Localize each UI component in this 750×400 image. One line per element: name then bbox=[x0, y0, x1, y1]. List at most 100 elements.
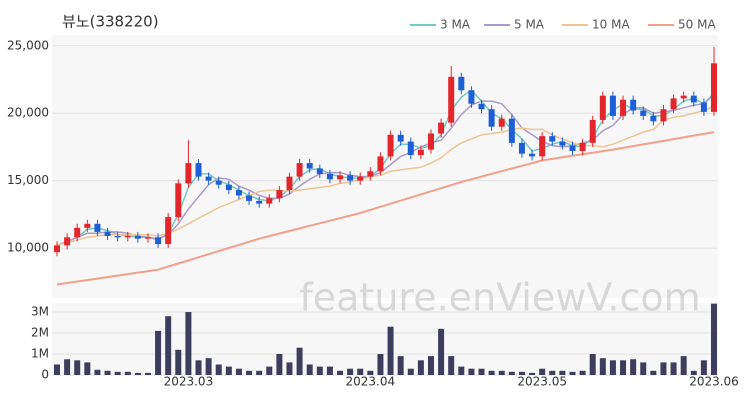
volume-bar bbox=[549, 370, 556, 375]
candle-body bbox=[407, 141, 414, 156]
candle-body bbox=[650, 115, 657, 122]
candle-body bbox=[326, 173, 333, 180]
volume-bar bbox=[175, 349, 182, 375]
x-tick-label: 2023.03 bbox=[164, 375, 214, 389]
candle-body bbox=[660, 109, 667, 122]
y-tick-label: 20,000 bbox=[7, 106, 49, 120]
candle-body bbox=[458, 76, 465, 91]
watermark: feature.enViewV.com bbox=[299, 276, 700, 320]
volume-bar bbox=[700, 360, 707, 375]
candle-body bbox=[599, 95, 606, 120]
candle-body bbox=[316, 168, 323, 174]
candle-body bbox=[215, 180, 222, 185]
candle-body bbox=[235, 190, 242, 196]
volume-bar bbox=[448, 356, 455, 375]
volume-bar bbox=[529, 372, 536, 375]
volume-bar bbox=[347, 368, 354, 375]
candle-body bbox=[347, 175, 354, 181]
volume-bar bbox=[559, 370, 566, 375]
volume-bar bbox=[155, 330, 162, 375]
volume-bar bbox=[630, 359, 637, 375]
volume-bar bbox=[215, 364, 222, 375]
volume-bar bbox=[579, 370, 586, 375]
candle-body bbox=[266, 198, 273, 204]
volume-bar bbox=[357, 368, 364, 375]
candle-body bbox=[448, 76, 455, 123]
candle-body bbox=[104, 231, 111, 236]
volume-bar bbox=[599, 358, 606, 375]
candle-body bbox=[498, 118, 505, 127]
candle-body bbox=[427, 133, 434, 150]
volume-bar bbox=[286, 362, 293, 375]
volume-bar bbox=[650, 370, 657, 375]
volume-bar bbox=[539, 368, 546, 375]
candle-body bbox=[680, 95, 687, 99]
volume-bar bbox=[569, 371, 576, 375]
volume-bar bbox=[64, 359, 71, 375]
volume-bar bbox=[458, 366, 465, 375]
volume-bar bbox=[84, 362, 91, 375]
volume-bar bbox=[670, 362, 677, 375]
legend-label: 3 MA bbox=[440, 18, 471, 32]
candle-body bbox=[225, 184, 232, 191]
volume-tick-label: 0 bbox=[41, 368, 49, 382]
volume-bar bbox=[387, 326, 394, 375]
candle-body bbox=[549, 136, 556, 142]
candle-body bbox=[306, 163, 313, 169]
volume-bar bbox=[640, 362, 647, 375]
candle-body bbox=[94, 223, 101, 232]
volume-bar bbox=[609, 360, 616, 375]
volume-bar bbox=[397, 356, 404, 375]
volume-bar bbox=[54, 364, 60, 375]
candle-body bbox=[690, 95, 697, 103]
candle-body bbox=[54, 245, 60, 253]
volume-bar bbox=[195, 360, 202, 375]
volume-bar bbox=[256, 370, 263, 375]
x-tick-label: 2023.06 bbox=[689, 375, 739, 389]
volume-bar bbox=[508, 371, 515, 375]
volume-bar bbox=[124, 371, 131, 375]
ma-line bbox=[56, 131, 715, 286]
candle-body bbox=[518, 142, 525, 154]
volume-bar bbox=[326, 366, 333, 375]
volume-bar bbox=[94, 369, 101, 375]
candle-body bbox=[508, 118, 515, 143]
candle-body bbox=[256, 200, 263, 204]
candle-body bbox=[74, 227, 81, 238]
x-tick-label: 2023.04 bbox=[346, 375, 396, 389]
volume-bar bbox=[296, 347, 303, 375]
volume-bar bbox=[246, 370, 253, 375]
volume-bar bbox=[205, 358, 212, 375]
volume-bar bbox=[680, 356, 687, 375]
volume-bar bbox=[235, 368, 242, 375]
volume-bar bbox=[407, 368, 414, 375]
candle-body bbox=[337, 175, 344, 180]
volume-bar bbox=[690, 370, 697, 375]
candle-body bbox=[357, 176, 364, 181]
volume-bar bbox=[427, 356, 434, 375]
candle-body bbox=[367, 171, 374, 177]
volume-bar bbox=[488, 370, 495, 375]
legend-label: 50 MA bbox=[678, 18, 716, 32]
volume-tick-label: 3M bbox=[31, 305, 49, 319]
volume-bar bbox=[134, 372, 141, 375]
candle-body bbox=[134, 235, 141, 239]
volume-bar bbox=[185, 312, 192, 375]
candle-body bbox=[397, 134, 404, 142]
candle-body bbox=[64, 237, 71, 246]
candle-body bbox=[589, 119, 596, 143]
volume-bar bbox=[316, 366, 323, 375]
volume-panel bbox=[52, 303, 718, 375]
volume-bar bbox=[114, 371, 121, 375]
candle-body bbox=[195, 163, 202, 177]
candle-body bbox=[609, 95, 616, 116]
volume-bar bbox=[165, 316, 172, 375]
candle-body bbox=[559, 141, 566, 146]
volume-bar bbox=[74, 360, 81, 375]
legend-label: 5 MA bbox=[514, 18, 545, 32]
candle-body bbox=[286, 176, 293, 191]
y-tick-label: 15,000 bbox=[7, 173, 49, 187]
candle-body bbox=[124, 235, 131, 238]
candle-body bbox=[478, 103, 485, 110]
volume-bar bbox=[711, 303, 717, 375]
